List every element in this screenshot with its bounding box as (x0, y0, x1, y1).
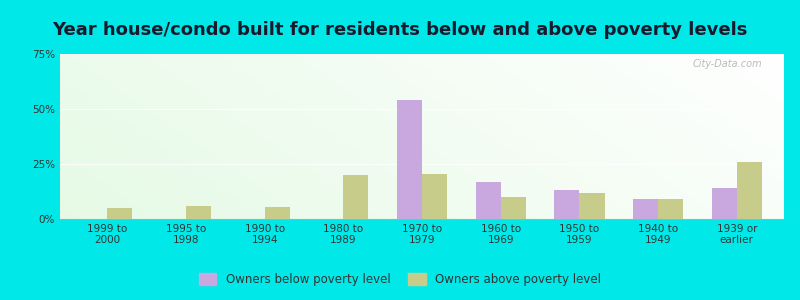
Bar (658, 199, 683, 219)
Bar (712, 188, 737, 219)
Text: City-Data.com: City-Data.com (693, 59, 762, 69)
Bar (501, 197, 526, 219)
Bar (579, 193, 605, 219)
Bar (633, 199, 658, 219)
Bar (554, 190, 579, 219)
Legend: Owners below poverty level, Owners above poverty level: Owners below poverty level, Owners above… (194, 268, 606, 291)
Bar (737, 162, 762, 219)
Bar (343, 175, 369, 219)
Bar (265, 207, 290, 219)
Bar (397, 100, 422, 219)
Bar (475, 182, 501, 219)
Text: Year house/condo built for residents below and above poverty levels: Year house/condo built for residents bel… (52, 21, 748, 39)
Bar (186, 206, 211, 219)
Bar (107, 208, 133, 219)
Bar (422, 174, 447, 219)
